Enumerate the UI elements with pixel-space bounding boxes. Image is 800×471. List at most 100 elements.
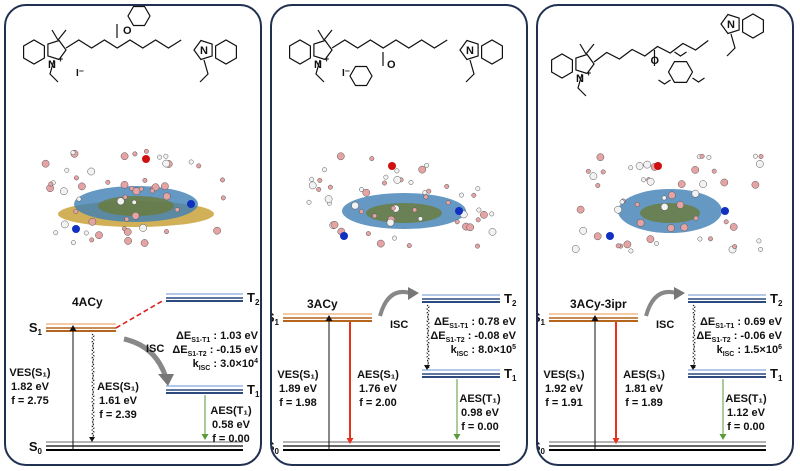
vertical-excitation-arrow-head (325, 315, 333, 321)
atom (758, 154, 764, 159)
indole-pyrrole-ring-left (313, 39, 333, 61)
s1-subscript: 1 (541, 318, 546, 327)
atom (723, 219, 729, 225)
atom (729, 223, 738, 231)
methyl-left-2 (57, 29, 67, 41)
t2-t1-relaxation-wavy-arrow (426, 304, 430, 370)
de-s1t1-text: ΔES1-T1 : 0.78 eV (434, 316, 517, 330)
t1-emission-arrow-head (453, 434, 461, 440)
indole-benzene-ring-left (551, 53, 574, 79)
k-isc-value: : 8.0×10 (468, 344, 512, 356)
atom (628, 165, 634, 171)
n-ethyl-right (465, 59, 475, 83)
de-s1t1-value: : 0.69 eV (734, 316, 782, 328)
de-s1t1-value: : 0.78 eV (468, 316, 516, 328)
orbital-core (640, 203, 700, 223)
t2-letter: T (504, 291, 512, 306)
ves-energy: 1.92 eV (545, 383, 584, 395)
methyl-left-1 (51, 29, 59, 41)
atom (161, 182, 169, 191)
k-isc-subscript: ISC (723, 351, 735, 358)
atom (78, 182, 86, 191)
atom (73, 175, 79, 181)
atom (316, 186, 322, 192)
s0-label: S0 (272, 439, 280, 456)
atom (162, 192, 171, 201)
chemical-structure: N +I⁻ON (289, 29, 503, 87)
s1-relaxation-wavy-arrow-head (89, 437, 95, 442)
atom (64, 167, 70, 173)
atom (708, 236, 713, 242)
aes-s1-label: AES(S₁) (97, 381, 139, 393)
atom (753, 153, 758, 159)
nitrogen-label: N (314, 59, 322, 71)
atom (406, 243, 412, 249)
atom (641, 177, 646, 183)
nitrogen-atom (340, 232, 348, 240)
panel-3acy: N+I⁻ON3ACyS1S0T2T1ISCVES(S₁)1.89 eVf = 1… (270, 4, 528, 466)
de-s1t2-subscript: S1-T2 (712, 337, 731, 344)
atom (677, 180, 686, 188)
atom (149, 188, 155, 194)
atom (488, 228, 497, 236)
t1-emission-arrow-head (719, 434, 727, 440)
atom (60, 187, 68, 196)
nitrogen-atom (721, 207, 729, 215)
t1-label: T1 (247, 382, 260, 399)
s1-label: S1 (29, 320, 43, 337)
atom (60, 220, 69, 229)
benzoyl-ring (349, 65, 373, 87)
nitrogen-label: N (576, 73, 584, 85)
atom (706, 154, 712, 160)
atom (489, 211, 495, 217)
positive-charge-label: + (58, 54, 63, 64)
atom (680, 223, 689, 232)
s0-subscript: 0 (541, 447, 546, 456)
atom (196, 163, 202, 169)
de-s1t1-subscript: S1-T1 (449, 323, 468, 330)
n-ethyl-right (199, 59, 209, 83)
k-isc-value: : 3.0×10 (210, 358, 254, 370)
ves-label: VES(S₁) (277, 369, 319, 381)
k-isc-symbol: k (717, 344, 724, 356)
atom (70, 240, 76, 246)
atom (623, 240, 632, 249)
oxygen-label: O (387, 59, 396, 71)
de-s1t2-symbol: ΔE (430, 330, 445, 342)
de-s1t2-subscript: S1-T2 (446, 337, 465, 344)
atom (751, 180, 760, 189)
atom (480, 210, 488, 219)
atom (444, 183, 450, 189)
atom (635, 162, 644, 170)
atom (336, 152, 345, 161)
atom (475, 217, 481, 223)
atom (585, 168, 591, 174)
atom (424, 162, 430, 168)
positive-charge-label: + (324, 54, 329, 64)
atom (359, 209, 364, 215)
indole-benzene-ring-left (289, 39, 312, 65)
atom (636, 219, 645, 227)
polymethine-chain (331, 39, 448, 49)
indole-benzene-ring-right (742, 13, 764, 39)
aes-t1-oscillator-strength: f = 0.00 (212, 433, 250, 445)
nitrogen-label-right: N (727, 19, 735, 31)
indole-pyrrole-ring-left (47, 39, 67, 61)
t1-subscript: 1 (255, 390, 260, 399)
n-ethyl-right (726, 33, 736, 57)
atom (369, 156, 375, 162)
s1-subscript: 1 (275, 318, 280, 327)
ves-label: VES(S₁) (543, 369, 585, 381)
atom (466, 223, 475, 232)
aes-s1-label: AES(S₁) (623, 369, 665, 381)
atom (589, 172, 598, 181)
atom (619, 199, 625, 205)
indole-benzene-ring-right (481, 39, 503, 65)
de-s1t1-symbol: ΔE (434, 316, 449, 328)
atom (691, 189, 700, 198)
s0-label: S0 (538, 439, 546, 456)
atom (131, 199, 137, 205)
t2-t1-relaxation-wavy-arrow-head (690, 365, 696, 370)
atom (654, 241, 660, 246)
s0-subscript: 0 (38, 447, 43, 456)
